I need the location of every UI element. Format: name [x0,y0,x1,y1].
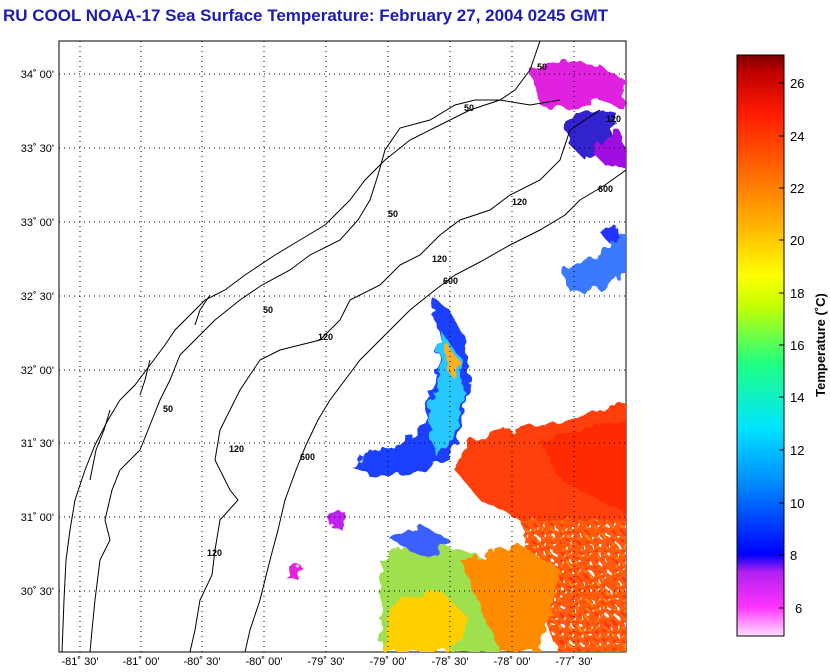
colorbar-tick: 18 [790,286,804,301]
lat-tick: 33˚ 30' [21,143,54,155]
colorbar-tick: 14 [790,390,804,405]
contour-label: 120 [229,444,244,454]
lat-tick: 34˚ 00' [21,69,54,81]
contour-label: 600 [443,276,458,286]
lat-tick: 31˚ 30' [21,438,54,450]
contour-label: 50 [464,103,474,113]
lon-tick: -81˚ 30' [62,656,99,668]
colorbar-tick: 26 [790,76,804,91]
lon-tick: -79˚ 30' [308,656,345,668]
lon-tick: -78˚ 30' [432,656,469,668]
contour-label: 120 [207,548,222,558]
lat-tick: 33˚ 00' [21,217,54,229]
contour-label: 50 [537,62,547,72]
colorbar-tick: 22 [790,181,804,196]
sst-figure: 50 50 50 50 50 120 120 120 120 120 120 6… [0,0,830,672]
colorbar-tick: 6 [795,601,802,616]
lat-tick: 32˚ 30' [21,291,54,303]
contour-label: 120 [606,114,621,124]
lon-tick: -79˚ 00' [370,656,407,668]
colorbar-tick: 24 [790,129,804,144]
contour-label: 120 [432,254,447,264]
colorbar: 26 24 22 20 18 16 14 12 10 8 6 Temperatu… [737,55,828,636]
colorbar-tick: 20 [790,233,804,248]
lat-tick: 31˚ 00' [21,512,54,524]
lat-tick: 30˚ 30' [21,586,54,598]
lon-tick: -80˚ 00' [246,656,283,668]
lat-tick: 32˚ 00' [21,365,54,377]
colorbar-tick: 16 [790,338,804,353]
contour-label: 120 [318,332,333,342]
contour-label: 50 [163,404,173,414]
contour-label: 600 [598,184,613,194]
contour-label: 50 [263,305,273,315]
colorbar-gradient [737,55,784,636]
contour-label: 600 [300,452,315,462]
latitude-ticks: 34˚ 00' 33˚ 30' 33˚ 00' 32˚ 30' 32˚ 00' … [21,69,54,598]
lon-tick: -81˚ 00' [123,656,160,668]
contour-label: 50 [388,209,398,219]
colorbar-tick: 10 [790,496,804,511]
colorbar-tick: 12 [790,443,804,458]
contour-label: 120 [512,197,527,207]
colorbar-label: Temperature (˚C) [813,293,828,397]
lon-tick: -77˚ 30' [556,656,593,668]
colorbar-tick: 8 [790,548,797,563]
lon-tick: -78˚ 00' [494,656,531,668]
lon-tick: -80˚ 30' [184,656,221,668]
longitude-ticks: -81˚ 30' -81˚ 00' -80˚ 30' -80˚ 00' -79˚… [62,656,593,668]
